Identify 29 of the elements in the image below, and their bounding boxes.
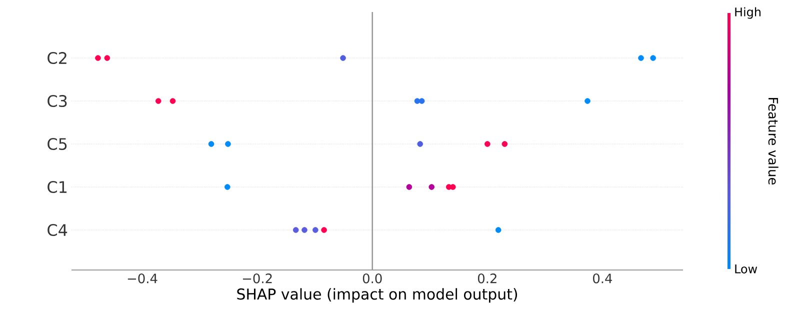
y-tick-label: C2: [48, 52, 66, 64]
y-tick-label: C5: [48, 138, 67, 150]
y-tick-label: C3: [48, 94, 67, 108]
x-tick-label: −0.4: [128, 274, 158, 284]
point: [414, 98, 420, 104]
point: [312, 227, 318, 233]
point: [321, 227, 327, 233]
x-tick-label: 0.2: [478, 274, 496, 284]
x-axis-title: SHAP value (impact on model output): [237, 288, 518, 303]
point: [428, 184, 435, 190]
y-tick-label: C4: [48, 224, 68, 236]
point: [417, 141, 424, 147]
x-tick-label: 0.4: [593, 274, 612, 284]
point: [484, 141, 490, 147]
text: Low: [735, 264, 758, 274]
point: [584, 98, 590, 104]
y-tick-label: C1: [48, 180, 67, 194]
x-tick-label: 0.0: [362, 274, 382, 284]
point: [292, 227, 299, 233]
point: [302, 227, 308, 233]
color-bar-title: Feature value: [768, 98, 778, 185]
x-tick-label: −0.2: [242, 274, 272, 284]
point: [170, 98, 176, 104]
point: [495, 227, 502, 233]
point: [406, 184, 412, 190]
text: High: [735, 7, 760, 19]
point: [104, 55, 110, 61]
point: [650, 55, 656, 61]
point: [340, 55, 346, 61]
